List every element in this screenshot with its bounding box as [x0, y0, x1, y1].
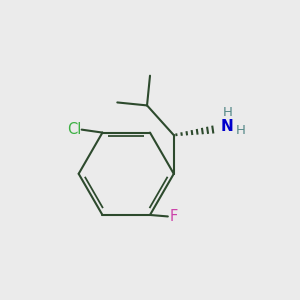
Text: H: H — [222, 106, 232, 119]
Text: Cl: Cl — [67, 122, 81, 137]
Text: N: N — [221, 119, 234, 134]
Text: H: H — [236, 124, 246, 137]
Text: F: F — [170, 209, 178, 224]
